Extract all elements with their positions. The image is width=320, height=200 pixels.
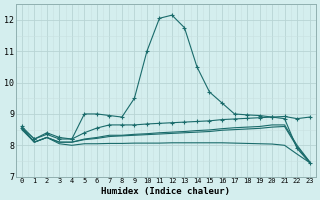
X-axis label: Humidex (Indice chaleur): Humidex (Indice chaleur): [101, 187, 230, 196]
